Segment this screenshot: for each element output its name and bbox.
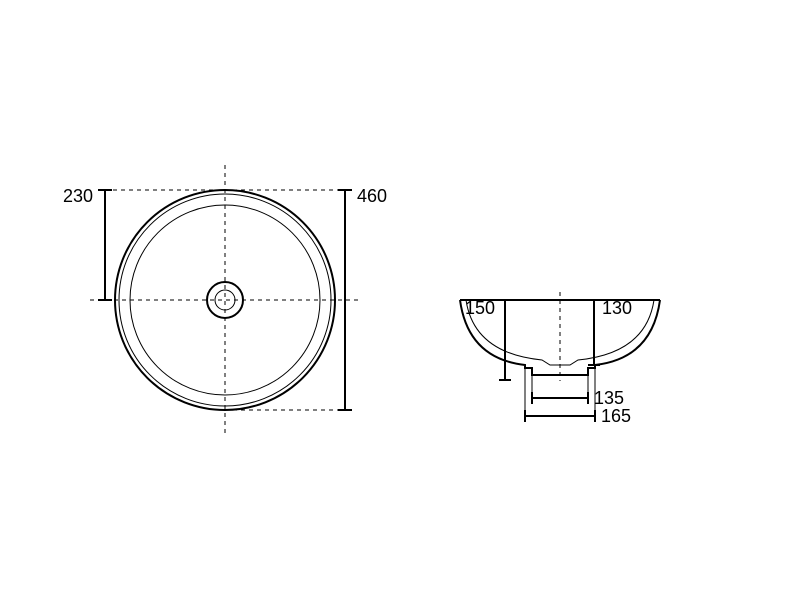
dim-230-label: 230 [63,186,93,206]
dim-460-label: 460 [357,186,387,206]
dim-130-label: 130 [602,298,632,318]
dim-150-label: 150 [465,298,495,318]
dim-165-label: 165 [601,406,631,426]
technical-drawing: 230 460 130 150 135165 [0,0,800,600]
dim-135-label: 135 [594,388,624,408]
